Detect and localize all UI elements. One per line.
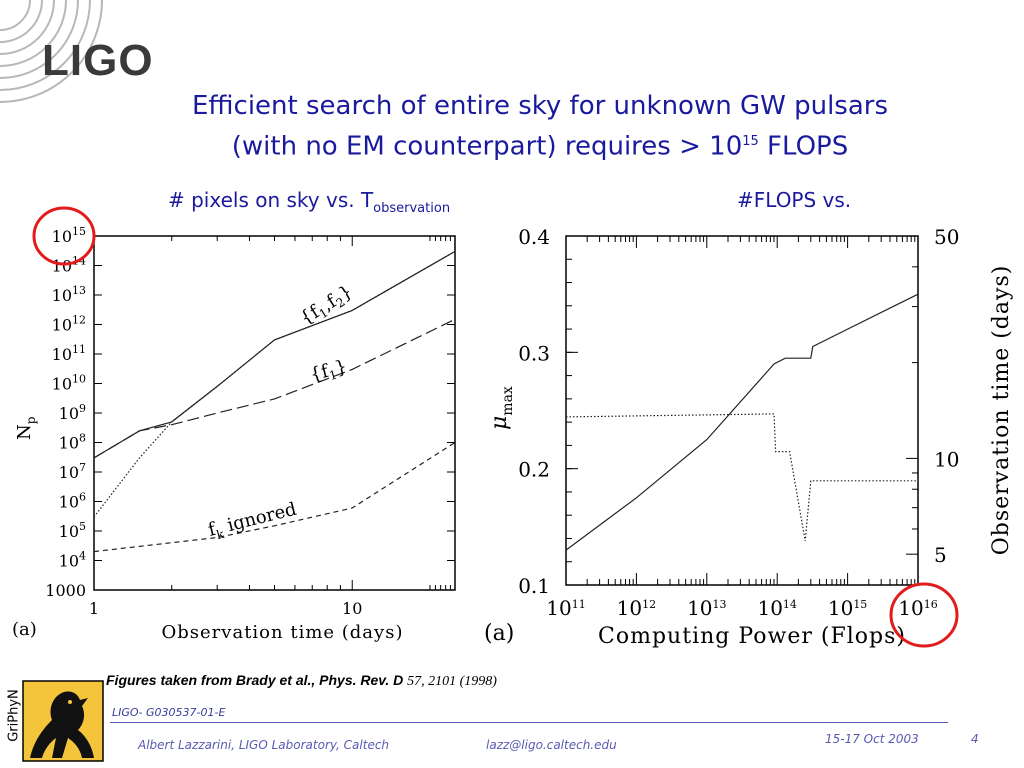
right-ytick-label: 0.1: [518, 574, 550, 598]
right-panel-label: (a): [484, 621, 514, 646]
page-number: 4: [971, 732, 979, 746]
right-ytick-label: 0.3: [518, 341, 550, 365]
right-plot-frame: [565, 235, 919, 586]
left-xtick-label: 10: [342, 599, 362, 618]
left-ytick-label: 1014: [52, 255, 86, 276]
left-ytick-label: 104: [59, 550, 86, 571]
left-ytick-label: 1012: [52, 314, 86, 335]
left-series-line: [93, 318, 456, 459]
left-panel-label: (a): [12, 619, 37, 640]
right-xaxis-label: Computing Power (Flops): [598, 624, 906, 649]
right-series-line: [565, 293, 919, 551]
left-yaxis-label: Np: [14, 416, 38, 440]
right-ytick-label: 0.4: [518, 225, 550, 249]
left-ytick-label: 106: [59, 491, 86, 512]
left-series-line: [93, 250, 456, 459]
annotation-f1: {f1}: [308, 356, 350, 388]
right-xtick-label: 1011: [546, 596, 585, 620]
highlight-circle-1e16: [889, 582, 959, 648]
right-xtick-label: 1015: [828, 596, 867, 620]
annotation-fk-ignored: fk ignored: [206, 499, 299, 544]
griphyn-text: GriPhyN: [6, 689, 22, 742]
right-y2tick-label: 50: [934, 225, 959, 249]
annotation-f1f2: {f1,f2}: [297, 281, 358, 331]
footer-divider: [110, 722, 948, 723]
highlight-circle-1e15: [32, 206, 96, 266]
right-chart-subtitle: #FLOPS vs.: [737, 188, 852, 212]
left-ytick-label: 1000: [45, 581, 86, 600]
griffin-icon: [22, 680, 104, 762]
right-ytick-label: 0.2: [518, 458, 550, 482]
left-ytick-label: 1015: [52, 225, 86, 246]
left-ytick-label: 105: [59, 520, 86, 541]
left-ytick-label: 1010: [52, 373, 86, 394]
left-xtick-label: 1: [89, 599, 99, 618]
left-ytick-label: 107: [59, 461, 86, 482]
right-y2axis-label: Observation time (days): [989, 265, 1014, 556]
figure-caption: Figures taken from Brady et al., Phys. R…: [106, 672, 497, 689]
right-y2tick-label: 10: [934, 447, 959, 471]
page-title-line2: (with no EM counterpart) requires > 1015…: [231, 131, 849, 162]
ligo-logo: LIGO: [42, 36, 154, 85]
right-xtick-label: 1016: [898, 596, 937, 620]
right-xtick-label: 1012: [617, 596, 656, 620]
doc-id: LIGO- G030537-01-E: [112, 706, 226, 719]
left-series-line: [93, 250, 456, 518]
right-series-line: [565, 413, 918, 542]
left-ytick-label: 1013: [52, 284, 86, 305]
footer-date: 15-17 Oct 2003: [825, 732, 919, 746]
footer-email: lazz@ligo.caltech.edu: [486, 738, 617, 752]
right-yaxis-label: μmax: [487, 386, 516, 430]
right-xtick-label: 1014: [757, 596, 796, 620]
left-ytick-label: 109: [59, 402, 86, 423]
griphyn-logo: GriPhyN: [2, 678, 106, 766]
left-ytick-label: 1011: [52, 343, 86, 364]
left-plot-frame: [93, 235, 456, 591]
right-xtick-label: 1013: [687, 596, 726, 620]
page-title-line1: Efficient search of entire sky for unkno…: [191, 91, 889, 121]
left-chart-subtitle: # pixels on sky vs. Tobservation: [168, 188, 451, 216]
left-xaxis-label: Observation time (days): [162, 622, 404, 643]
footer-author: Albert Lazzarini, LIGO Laboratory, Calte…: [138, 738, 390, 752]
right-y2tick-label: 5: [934, 543, 947, 567]
left-series-line: [93, 441, 456, 553]
left-ytick-label: 108: [59, 432, 86, 453]
